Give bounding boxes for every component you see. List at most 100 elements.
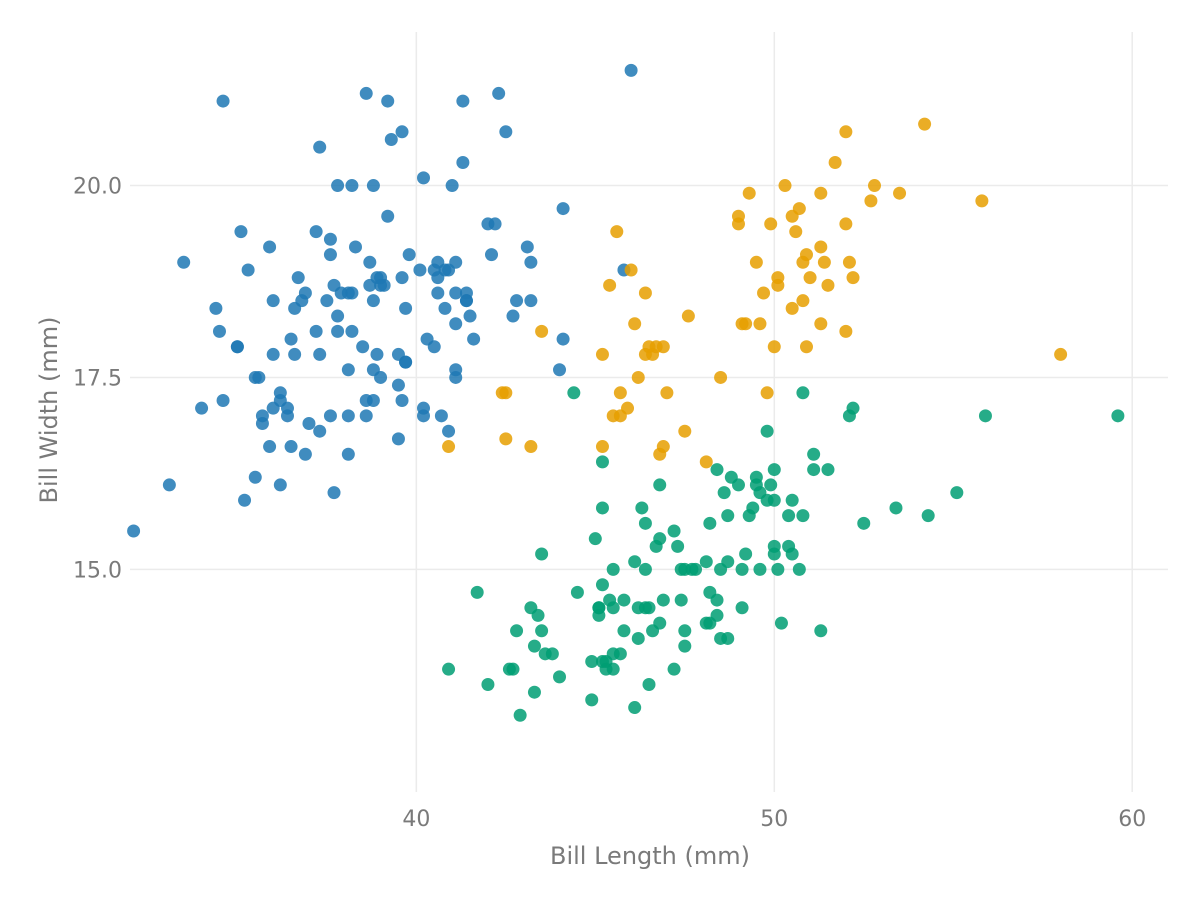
data-point	[653, 616, 667, 630]
data-point	[950, 486, 964, 500]
data-point	[556, 202, 570, 216]
data-point	[553, 670, 567, 684]
data-point	[331, 324, 345, 338]
data-point	[363, 278, 377, 292]
data-point	[345, 324, 359, 338]
data-point	[395, 393, 409, 407]
data-point	[499, 432, 513, 446]
data-point	[320, 294, 334, 308]
data-point	[177, 255, 191, 269]
y-tick-label: 17.5	[73, 366, 122, 391]
data-point	[524, 440, 538, 454]
data-point	[366, 179, 380, 193]
data-point	[506, 662, 520, 676]
data-point	[374, 370, 388, 384]
data-point	[807, 463, 821, 477]
data-point	[864, 194, 878, 208]
data-point	[284, 440, 298, 454]
data-point	[799, 340, 813, 354]
data-point	[488, 217, 502, 231]
data-point	[595, 578, 609, 592]
data-point	[553, 363, 567, 377]
data-point	[767, 539, 781, 553]
data-point	[266, 347, 280, 361]
data-point	[796, 386, 810, 400]
data-point	[749, 255, 763, 269]
x-tick-label: 60	[1118, 807, 1146, 832]
data-point	[828, 156, 842, 170]
data-point	[653, 532, 667, 546]
data-point	[212, 324, 226, 338]
data-point	[381, 209, 395, 223]
x-axis-label: Bill Length (mm)	[550, 842, 750, 870]
data-point	[449, 286, 463, 300]
data-point	[839, 324, 853, 338]
data-point	[391, 378, 405, 392]
data-point	[753, 562, 767, 576]
data-point	[313, 140, 327, 154]
data-point	[284, 332, 298, 346]
data-point	[778, 179, 792, 193]
data-point	[678, 624, 692, 638]
data-point	[631, 631, 645, 645]
data-point	[814, 240, 828, 254]
data-point	[749, 470, 763, 484]
data-point	[753, 317, 767, 331]
data-point	[595, 455, 609, 469]
data-point	[384, 132, 398, 146]
data-point	[774, 616, 788, 630]
data-point	[735, 601, 749, 615]
data-point	[510, 294, 524, 308]
data-point	[309, 324, 323, 338]
data-point	[438, 301, 452, 315]
data-point	[606, 601, 620, 615]
data-point	[757, 286, 771, 300]
data-point	[545, 647, 559, 661]
data-point	[714, 370, 728, 384]
data-point	[399, 301, 413, 315]
data-point	[799, 248, 813, 262]
data-point	[331, 179, 345, 193]
data-point	[839, 125, 853, 139]
data-point	[656, 340, 670, 354]
data-point	[717, 486, 731, 500]
data-point	[821, 463, 835, 477]
data-point	[395, 125, 409, 139]
data-point	[660, 386, 674, 400]
data-point	[631, 370, 645, 384]
y-tick-label: 20.0	[73, 175, 122, 200]
grid-lines	[130, 32, 1168, 792]
data-point	[481, 678, 495, 692]
data-point	[255, 417, 269, 431]
data-point	[238, 493, 252, 507]
data-point	[656, 593, 670, 607]
data-point	[792, 562, 806, 576]
data-point	[230, 340, 244, 354]
data-point	[341, 363, 355, 377]
data-points	[127, 63, 1125, 722]
data-point	[402, 248, 416, 262]
data-point	[846, 271, 860, 285]
data-point	[814, 186, 828, 200]
data-point	[667, 662, 681, 676]
data-point	[327, 486, 341, 500]
data-point	[506, 309, 520, 323]
data-point	[492, 86, 506, 100]
data-point	[699, 455, 713, 469]
data-point	[302, 417, 316, 431]
data-point	[570, 585, 584, 599]
data-point	[642, 601, 656, 615]
data-point	[889, 501, 903, 515]
data-point	[674, 593, 688, 607]
data-point	[678, 424, 692, 438]
data-point	[391, 432, 405, 446]
data-point	[585, 654, 599, 668]
data-point	[703, 585, 717, 599]
data-point	[721, 509, 735, 523]
data-point	[606, 662, 620, 676]
data-point	[588, 532, 602, 546]
data-point	[459, 294, 473, 308]
data-point	[248, 470, 262, 484]
data-point	[721, 555, 735, 569]
data-point	[710, 608, 724, 622]
